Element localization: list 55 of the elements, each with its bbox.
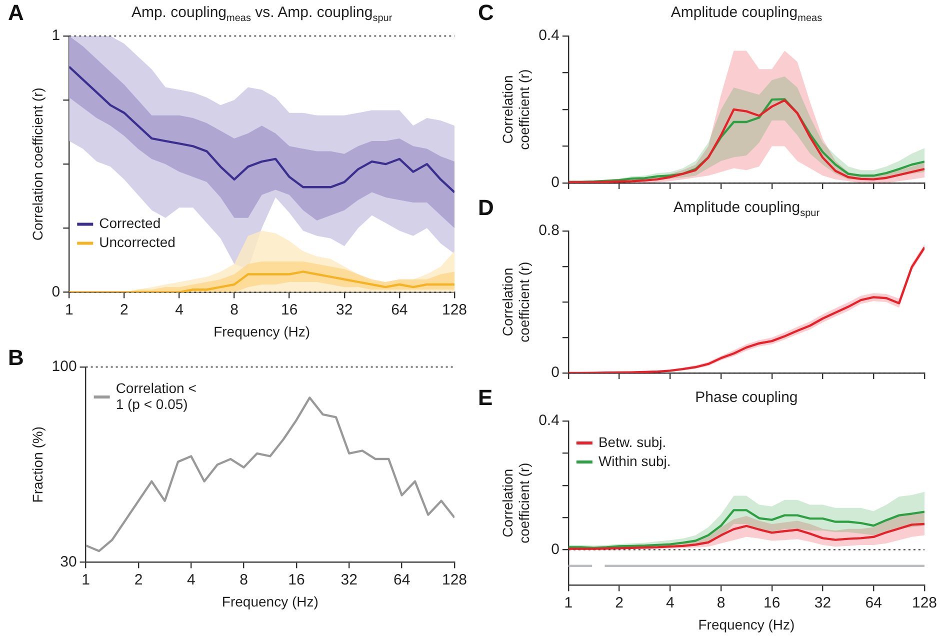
legend-label: Within subj. — [598, 452, 671, 469]
x-tick-label: 8 — [240, 571, 248, 588]
x-tick-label: 16 — [288, 571, 305, 588]
y-tick-label: 100 — [52, 358, 77, 376]
x-tick-label: 2 — [615, 594, 624, 612]
chart-title: Phase coupling — [695, 389, 798, 406]
text: C — [478, 0, 494, 26]
x-tick-label: 1 — [82, 571, 90, 588]
x-tick-label: 32 — [814, 594, 832, 612]
y-tick-label: 0 — [551, 174, 560, 192]
x-tick-label: 128 — [442, 571, 467, 588]
legend-label: Correlation < 1 (p < 0.05) — [116, 380, 196, 412]
y-axis-title: Correlation coefficient (r) — [499, 262, 532, 342]
y-tick-label: 1 — [52, 27, 60, 44]
x-tick-label: 16 — [280, 301, 298, 318]
y-tick-label: 0.4 — [538, 412, 560, 430]
x-tick-label: 64 — [393, 571, 410, 588]
text: B — [8, 345, 24, 371]
legend-label: Corrected — [99, 215, 161, 232]
x-tick-label: 4 — [666, 594, 674, 612]
x-tick-label: 8 — [230, 301, 238, 318]
y-axis-title: Correlation coefficient (r) — [499, 69, 532, 150]
x-tick-label: 2 — [120, 301, 128, 318]
y-tick-label: 0.8 — [538, 222, 560, 240]
y-axis-title: Fraction (%) — [29, 426, 46, 503]
x-tick-label: 16 — [764, 594, 780, 612]
y-tick-label: 30 — [60, 553, 77, 570]
x-tick-label: 128 — [442, 301, 467, 318]
chart-title: Amp. coupling$_{meas}$ vs. Amp. coupling$_{spur}$ — [131, 4, 392, 24]
text: D — [478, 195, 494, 221]
y-axis-title: Correlation coefficient (r) — [29, 88, 46, 241]
x-tick-label: 64 — [391, 301, 408, 318]
y-axis-title: Correlation coefficient (r) — [499, 462, 532, 544]
legend-label: Betw. subj. — [598, 434, 666, 450]
x-tick-label: 4 — [186, 571, 196, 588]
y-tick-label: 0 — [551, 540, 560, 558]
x-tick-label: 1 — [564, 594, 573, 612]
x-tick-label: 32 — [340, 571, 358, 588]
x-tick-label: 2 — [134, 571, 143, 588]
x-axis-title: Frequency (Hz) — [214, 323, 310, 340]
chart-title: Amplitude coupling$_{meas}$ — [670, 4, 822, 24]
x-tick-label: 8 — [716, 594, 726, 612]
x-tick-label: 4 — [175, 301, 184, 318]
chart-title: Amplitude coupling$_{spur}$ — [673, 199, 820, 219]
y-tick-label: 0 — [551, 364, 560, 382]
y-tick-label: 0 — [52, 283, 60, 300]
legend-label: Uncorrected — [99, 234, 176, 250]
text: E — [478, 385, 493, 411]
x-tick-label: 128 — [912, 594, 937, 612]
text: A — [8, 0, 24, 26]
x-tick-label: 32 — [336, 301, 353, 318]
x-axis-title: Frequency (Hz) — [222, 593, 318, 610]
x-axis-title: Frequency (Hz) — [698, 616, 795, 632]
y-tick-label: 0.4 — [538, 27, 560, 44]
x-tick-label: 64 — [865, 594, 882, 612]
